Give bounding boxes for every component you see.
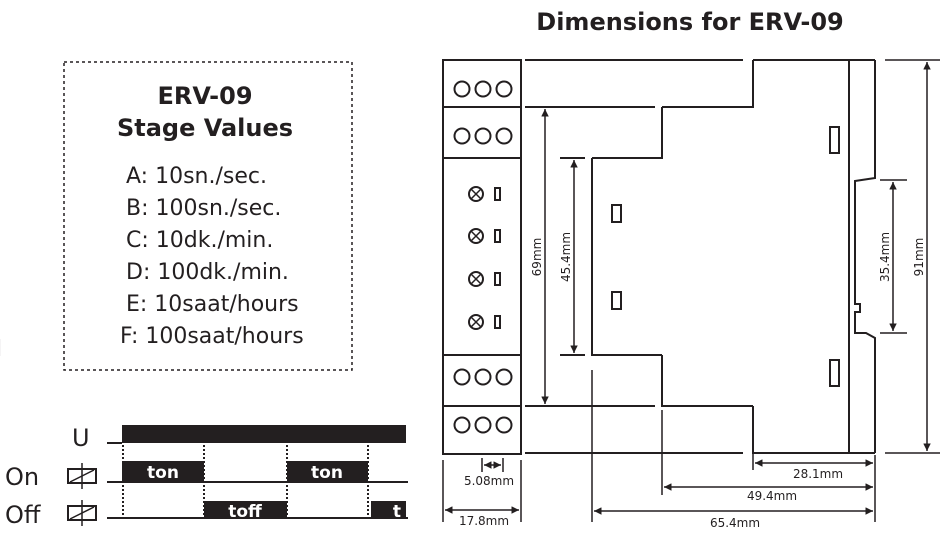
front-view [442,59,522,455]
relay-coil-icon [67,500,97,526]
dim-depth-total: 65.4mm [710,516,760,530]
edge-text-fragment: l [0,337,2,362]
on-label: On [5,463,39,491]
off-pulse [204,501,287,518]
dim-front-inner: 45.4mm [559,232,573,282]
terminal-row [453,416,513,434]
dim-rail: 35.4mm [878,232,892,282]
timing-diagram: U On Off ton ton toff t [5,424,408,529]
on-pulse [122,461,204,482]
adjustment-screw-icon [468,314,501,330]
off-pulse [371,501,406,518]
stage-value-f: F: 100saat/hours [120,324,304,349]
stage-values-box: ERV-09 Stage Values A: 10sn./sec. B: 100… [63,61,353,371]
adjustment-screw-icon [468,228,501,244]
dim-depth-mid: 49.4mm [747,489,797,503]
on-pulse-label: ton [147,463,179,483]
page-title: Dimensions for ERV-09 [536,8,843,36]
terminal-row [453,368,513,386]
stage-value-b: B: 100sn./sec. [126,196,281,221]
stage-value-d: D: 100dk./min. [126,260,289,285]
dim-height-total: 91mm [912,238,926,277]
off-pulse-label: t [393,502,401,522]
stage-box-subtitle: Stage Values [117,114,293,142]
adjustment-screw-icon [468,186,501,202]
adjustment-screw-icon [468,271,501,287]
terminal-row [453,80,513,98]
supply-signal [122,425,406,443]
stage-value-e: E: 10saat/hours [126,292,299,317]
terminal-row [453,127,513,145]
on-pulse [287,461,368,482]
dim-front-height: 69mm [530,238,544,277]
stage-box-title: ERV-09 [157,82,252,110]
off-pulse-label: toff [228,502,262,522]
off-label: Off [5,501,41,529]
supply-label: U [72,424,90,452]
stage-value-a: A: 10sn./sec. [126,164,267,189]
stage-value-c: C: 10dk./min. [126,228,273,253]
dim-depth-rail: 28.1mm [793,467,843,481]
side-view [525,59,876,454]
relay-coil-icon [67,463,97,489]
dim-width-module: 17.8mm [459,514,509,528]
dim-pitch: 5.08mm [464,474,514,488]
dimension-lines [442,59,940,522]
on-pulse-label: ton [311,463,343,483]
